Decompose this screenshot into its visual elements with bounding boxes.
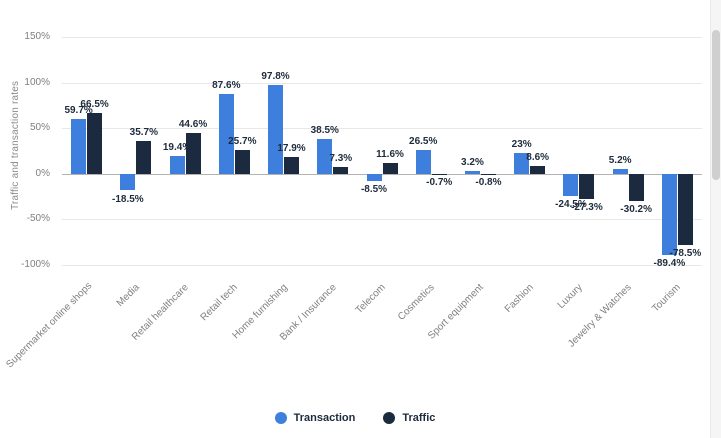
x-axis-label: Telecom: [353, 282, 388, 317]
bar-transaction-8[interactable]: [464, 170, 480, 174]
x-axis-label: Retail healthcare: [129, 282, 191, 343]
value-label: -78.5%: [669, 248, 702, 260]
bar-traffic-3[interactable]: [234, 150, 250, 174]
bar-traffic-9[interactable]: [530, 165, 546, 174]
vertical-scrollbar-thumb[interactable]: [712, 30, 720, 180]
value-label: 5.2%: [608, 154, 632, 166]
x-axis-label: Fashion: [502, 282, 536, 315]
value-label: 19.4%: [162, 142, 192, 153]
value-label: -18.5%: [112, 193, 144, 205]
bar-transaction-6[interactable]: [366, 173, 382, 182]
bar-transaction-11[interactable]: [612, 168, 628, 174]
bar-transaction-10[interactable]: [563, 173, 579, 196]
y-tick-label: -50%: [26, 213, 50, 225]
bar-transaction-9[interactable]: [514, 152, 530, 174]
gridline: [62, 37, 702, 39]
gridline: [62, 219, 702, 221]
bar-traffic-5[interactable]: [333, 167, 349, 174]
bar-transaction-2[interactable]: [169, 156, 185, 174]
y-tick-label: 50%: [29, 122, 50, 134]
x-axis-label: Media: [114, 282, 142, 310]
value-label: 44.6%: [178, 119, 208, 131]
legend-item-traffic: Traffic: [383, 412, 435, 424]
bar-transaction-3[interactable]: [218, 93, 234, 174]
value-label: 8.6%: [526, 151, 550, 163]
value-label: -0.7%: [426, 177, 453, 189]
y-tick-label: 100%: [24, 76, 50, 88]
y-tick-label: 150%: [24, 31, 50, 43]
value-label: 38.5%: [310, 124, 339, 136]
value-label: 17.9%: [277, 143, 306, 155]
value-label: -30.2%: [620, 204, 652, 216]
plot-area: 59.7% 66.5% -18.5% 35.7% 19.4% 44.6% 87.6% 25.7…: [62, 28, 702, 272]
legend-item-transaction: Transaction: [274, 412, 356, 424]
value-label: -24.5%: [555, 198, 587, 210]
x-axis-label: Luxury: [555, 282, 585, 312]
zero-axis-line: [62, 173, 702, 175]
value-label: 66.5%: [80, 99, 109, 111]
bar-traffic-1[interactable]: [136, 141, 152, 174]
x-axis-label: Tourism: [650, 282, 684, 315]
value-label: 97.8%: [261, 70, 290, 82]
y-tick-label: 0%: [35, 167, 50, 179]
x-axis-label: Sport equipment: [426, 282, 487, 342]
bar-traffic-7[interactable]: [431, 173, 447, 175]
value-label: 59.7%: [64, 105, 93, 117]
bar-transaction-0[interactable]: [71, 119, 87, 174]
x-axis-label: Bank / Insurance: [277, 282, 339, 343]
gridline: [62, 128, 702, 130]
legend-label-traffic: Traffic: [402, 412, 436, 424]
traffic-series-dot-icon: [383, 412, 396, 424]
bar-traffic-11[interactable]: [628, 173, 644, 202]
x-axis-label: Jewelry & Watches: [566, 282, 634, 350]
y-axis: 150% 100% 50% 0% -50% -100%: [0, 28, 56, 272]
legend-label-transaction: Transaction: [293, 412, 356, 424]
bar-transaction-1[interactable]: [120, 173, 136, 191]
value-label: 11.6%: [376, 149, 404, 161]
bar-traffic-4[interactable]: [284, 157, 300, 174]
bar-traffic-2[interactable]: [185, 133, 201, 174]
bar-traffic-6[interactable]: [382, 163, 398, 174]
bar-traffic-10[interactable]: [579, 173, 595, 199]
transaction-series-dot-icon: [274, 412, 287, 424]
y-tick-label: -100%: [21, 258, 50, 270]
x-axis-label: Supermarket online shops: [4, 280, 94, 371]
value-label: 23%: [511, 138, 532, 150]
value-label: -0.8%: [475, 177, 502, 189]
bar-traffic-8[interactable]: [480, 173, 496, 175]
bar-transaction-4[interactable]: [268, 84, 284, 174]
value-label: 25.7%: [228, 136, 257, 148]
x-axis: Supermarket online shops Media Retail heal…: [4, 272, 702, 392]
bar-traffic-12[interactable]: [677, 173, 693, 246]
vertical-scrollbar-track[interactable]: [710, 0, 721, 438]
gridline: [62, 264, 702, 266]
x-axis-label: Retail tech: [198, 282, 241, 324]
bar-transaction-7[interactable]: [415, 149, 431, 174]
x-axis-label: Home furnishing: [230, 282, 290, 342]
gridline: [62, 82, 702, 84]
bar-transaction-5[interactable]: [317, 138, 333, 174]
value-label: 7.3%: [329, 153, 353, 165]
value-label: -89.4%: [653, 258, 686, 270]
x-axis-label: Cosmetics: [396, 282, 437, 323]
value-label: 26.5%: [409, 135, 438, 147]
value-label: -27.3%: [571, 201, 603, 213]
value-label: -8.5%: [360, 184, 388, 196]
bar-traffic-0[interactable]: [87, 113, 103, 174]
value-label: 87.6%: [212, 79, 241, 91]
value-label: 35.7%: [129, 127, 159, 139]
legend: Transaction Traffic: [0, 406, 710, 430]
value-label: 3.2%: [461, 156, 484, 168]
bar-transaction-12[interactable]: [661, 173, 677, 256]
